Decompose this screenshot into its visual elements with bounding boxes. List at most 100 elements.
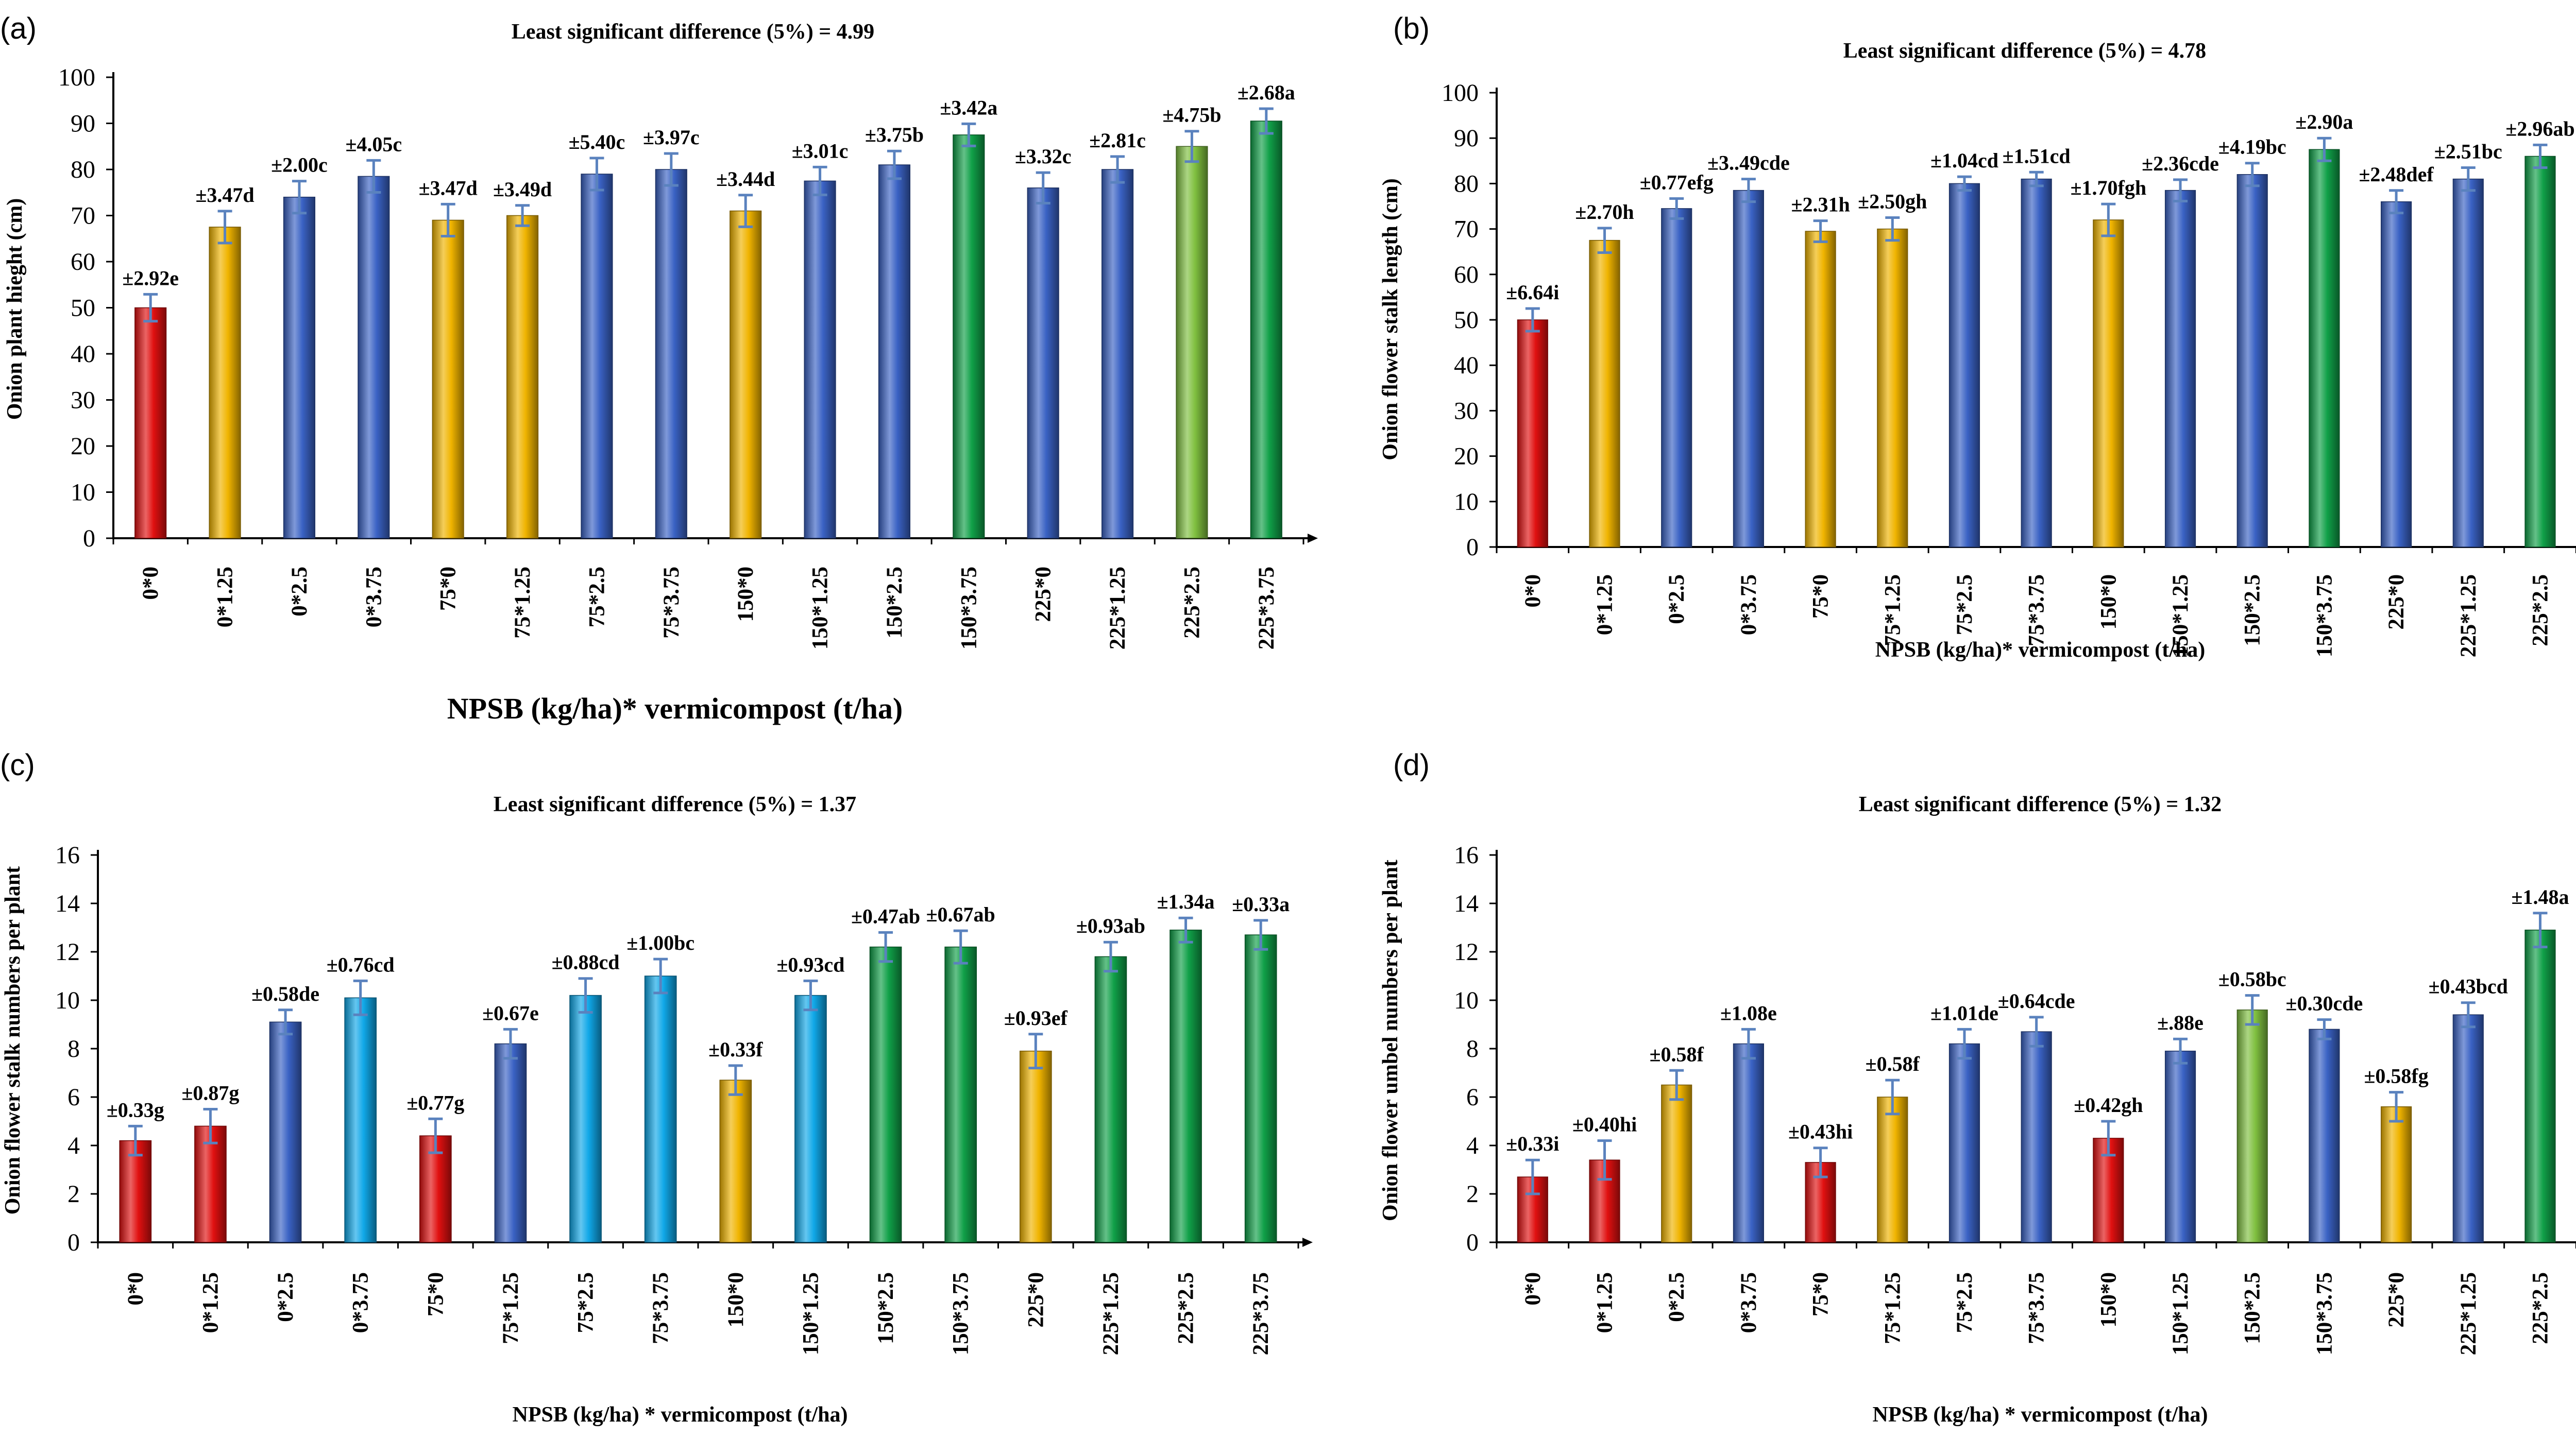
panel-c-title: Least significant difference (5%) = 1.37: [494, 793, 856, 816]
data-label: ±1.04cd: [1930, 149, 1998, 172]
data-label: ±0.67e: [482, 1001, 539, 1024]
y-tick-label: 30: [1454, 397, 1479, 424]
data-label: ±2.50gh: [1858, 190, 1927, 213]
bar: [2164, 1050, 2196, 1243]
bar: [1805, 231, 1836, 548]
data-label: ±3.01c: [792, 139, 849, 162]
category-label: 225*0: [1031, 567, 1056, 622]
bar: [794, 995, 827, 1243]
category-label: 225*2.5: [1180, 567, 1204, 639]
data-label: ±0.93ef: [1004, 1006, 1068, 1030]
category-label: 225*1.25: [2456, 1272, 2481, 1355]
category-label: 0*0: [124, 1272, 148, 1306]
category-label: 150*0: [734, 567, 758, 622]
bar: [1948, 1043, 1980, 1243]
data-label: ±0.64cde: [1998, 989, 2075, 1013]
data-label: ±1.01de: [1930, 1001, 1998, 1024]
category-label: 75*0: [1809, 574, 1833, 619]
y-tick-label: 6: [1466, 1084, 1479, 1111]
data-label: ±0.47ab: [851, 904, 920, 928]
data-label: ±0.40hi: [1572, 1113, 1637, 1136]
category-label: 0*0: [1521, 1272, 1545, 1306]
y-tick-label: 4: [1466, 1132, 1479, 1159]
bar: [581, 174, 613, 539]
bar: [1250, 121, 1282, 539]
category-label: 0*1.25: [1593, 574, 1617, 635]
panel-a-x-axis-label: NPSB (kg/ha)* vermicompost (t/ha): [447, 692, 903, 725]
y-tick-label: 80: [1454, 170, 1479, 197]
panel-b-x-axis-label: NPSB (kg/ha)* vermicompost (t/ha): [1875, 638, 2205, 662]
bar: [134, 307, 167, 539]
category-label: 150*3.75: [957, 567, 981, 649]
category-label: 150*2.5: [883, 567, 907, 639]
bar: [878, 164, 911, 539]
y-tick-label: 20: [71, 433, 95, 460]
category-label: 150*3.75: [2312, 1272, 2336, 1355]
bar: [1170, 929, 1202, 1243]
x-axis-arrow-icon: [1308, 534, 1318, 543]
data-label: ±0.93cd: [776, 953, 844, 976]
data-label: ±0.33a: [1232, 893, 1290, 916]
category-label: 0*0: [1521, 574, 1545, 608]
category-label: 75*3.75: [649, 1272, 673, 1344]
category-label: 0*1.25: [213, 567, 238, 627]
category-label: 150*0: [2096, 1272, 2121, 1328]
category-label: 150*2.5: [2241, 574, 2265, 646]
category-label: 0*2.5: [1665, 1272, 1689, 1322]
bar: [2236, 1010, 2268, 1243]
y-tick-label: 16: [1454, 842, 1479, 869]
category-label: 75*3.75: [2025, 1272, 2049, 1344]
y-tick-label: 100: [58, 64, 95, 91]
category-label: 225*2.5: [2528, 1272, 2552, 1344]
category-label: 75*1.25: [499, 1272, 523, 1344]
bar: [944, 946, 977, 1243]
y-tick-label: 60: [71, 248, 95, 276]
bar: [2021, 178, 2052, 548]
bar: [2093, 219, 2124, 548]
category-label: 0*2.5: [274, 1272, 298, 1322]
bar: [2452, 1014, 2484, 1243]
bar: [1877, 1097, 1908, 1243]
bar: [1589, 239, 1620, 548]
data-label: ±0.58f: [1650, 1042, 1704, 1066]
category-label: 0*2.5: [287, 567, 312, 617]
panel-a-title: Least significant difference (5%) = 4.99: [512, 20, 874, 44]
category-label: 0*3.75: [1737, 1272, 1761, 1333]
data-label: ±0.58de: [251, 982, 319, 1005]
y-tick-label: 10: [71, 479, 95, 506]
bar: [655, 169, 687, 539]
category-label: 225*1.25: [2456, 574, 2481, 657]
y-tick-label: 10: [55, 987, 80, 1014]
y-tick-label: 30: [71, 387, 95, 414]
bar: [719, 1080, 752, 1243]
panel-b-title: Least significant difference (5%) = 4.78: [1843, 39, 2206, 63]
y-tick-label: 8: [1466, 1035, 1479, 1063]
y-tick-label: 40: [71, 340, 95, 368]
data-label: ±0.42gh: [2074, 1093, 2143, 1117]
bar: [644, 976, 677, 1243]
data-label: ±.88e: [2157, 1011, 2204, 1034]
category-label: 0*3.75: [349, 1272, 373, 1333]
bar: [1176, 146, 1208, 539]
category-label: 225*0: [2384, 574, 2409, 630]
panel-b-plot-area: 0 10 20 30 40 50 60 70 80 90 100 ±6.64i 0*0 ±2.70h 0*1…: [1442, 79, 2576, 657]
bar: [804, 180, 836, 539]
data-label: ±4.19bc: [2218, 135, 2286, 159]
data-label: ±4.75b: [1162, 104, 1221, 127]
category-label: 225*3.75: [1255, 567, 1279, 649]
panel-d-plot-area: 0 2 4 6 8 10 12 14 16 ±0.33i 0*0 ±0.40hi 0*1.25 ±0.58…: [1454, 842, 2576, 1355]
y-tick-label: 6: [67, 1084, 80, 1111]
category-label: 225*3.75: [1249, 1272, 1273, 1355]
panel-d-x-axis-label: NPSB (kg/ha) * vermicompost (t/ha): [1873, 1403, 2208, 1427]
data-label: ±1.00bc: [626, 931, 694, 954]
bar: [194, 1125, 227, 1243]
y-tick-label: 60: [1454, 261, 1479, 288]
data-label: ±3.44d: [716, 167, 775, 191]
bar: [1661, 1084, 1692, 1243]
x-axis-arrow-icon: [1302, 1238, 1313, 1247]
category-label: 225*1.25: [1106, 567, 1130, 649]
bar: [283, 196, 316, 539]
data-label: ±2.00c: [271, 153, 328, 177]
category-label: 75*0: [436, 567, 461, 611]
data-label: ±0.43bcd: [2429, 975, 2508, 998]
